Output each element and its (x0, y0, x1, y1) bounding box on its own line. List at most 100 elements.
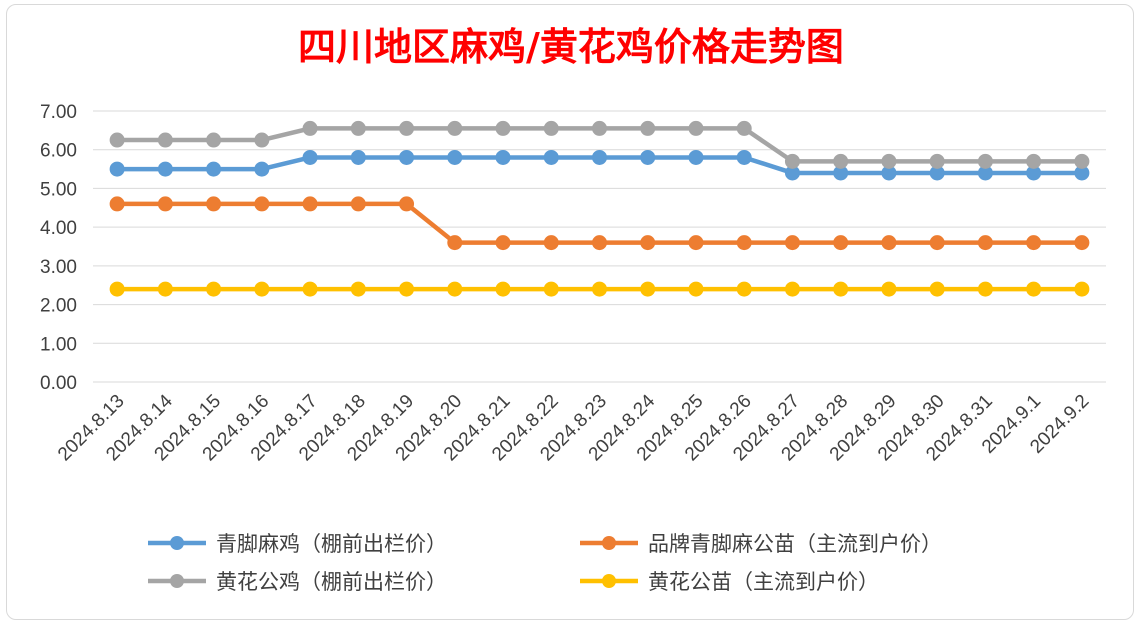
data-point (157, 161, 173, 177)
legend-label: 品牌青脚麻公苗（主流到户价） (648, 532, 942, 556)
data-point (254, 161, 270, 177)
data-point (109, 132, 125, 148)
data-point (784, 153, 800, 169)
data-point (688, 281, 704, 297)
data-point (833, 281, 849, 297)
y-tick-label: 0.00 (40, 373, 77, 394)
data-point (543, 281, 559, 297)
legend-item: 青脚麻鸡（棚前出栏价） (148, 532, 447, 556)
data-point (592, 281, 607, 297)
y-tick-label: 2.00 (40, 296, 77, 317)
legend-label: 黄花公苗（主流到户价） (648, 570, 879, 594)
data-point (736, 281, 752, 297)
data-point (447, 281, 463, 297)
legend-item: 黄花公鸡（棚前出栏价） (148, 570, 447, 594)
x-axis-ticks: 2024.8.132024.8.142024.8.152024.8.162024… (54, 390, 1093, 465)
data-point (736, 235, 752, 251)
chart-title: 四川地区麻鸡/黄花鸡价格走势图 (298, 24, 844, 69)
data-point (350, 149, 366, 165)
data-point (495, 120, 511, 136)
data-point (1074, 235, 1090, 251)
data-point (784, 281, 800, 297)
data-point (447, 120, 463, 136)
data-point (688, 120, 704, 136)
data-point (881, 153, 897, 169)
data-point (447, 149, 463, 165)
data-point (592, 149, 607, 165)
data-point (447, 235, 463, 251)
y-tick-label: 5.00 (40, 179, 77, 200)
legend-item: 黄花公苗（主流到户价） (580, 570, 879, 594)
gridlines (93, 110, 1106, 383)
data-point (929, 281, 945, 297)
data-point (109, 281, 125, 297)
data-point (688, 149, 704, 165)
data-point (1026, 235, 1042, 251)
data-point (399, 281, 415, 297)
data-point (399, 149, 415, 165)
data-point (157, 196, 173, 212)
data-point (157, 281, 173, 297)
data-point (399, 120, 415, 136)
data-point (736, 149, 752, 165)
data-point (495, 235, 511, 251)
data-point (929, 153, 945, 169)
data-point (206, 281, 222, 297)
chart-frame (6, 4, 1134, 620)
series-layer (109, 120, 1090, 297)
series-3 (109, 120, 1090, 169)
y-tick-label: 3.00 (40, 257, 77, 278)
data-point (254, 132, 270, 148)
data-point (302, 149, 318, 165)
data-point (881, 235, 897, 251)
data-point (929, 235, 945, 251)
series-2 (109, 196, 1090, 251)
legend-item: 品牌青脚麻公苗（主流到户价） (580, 532, 942, 556)
data-point (592, 120, 607, 136)
data-point (1026, 153, 1042, 169)
data-point (736, 120, 752, 136)
data-point (109, 161, 125, 177)
data-point (977, 281, 993, 297)
data-point (688, 235, 704, 251)
legend-label: 青脚麻鸡（棚前出栏价） (216, 532, 447, 556)
data-point (1074, 153, 1090, 169)
y-tick-label: 1.00 (40, 334, 77, 355)
legend-marker (170, 574, 184, 588)
data-point (399, 196, 415, 212)
data-point (592, 235, 607, 251)
data-point (350, 120, 366, 136)
data-point (543, 120, 559, 136)
y-axis-ticks: 0.00 1.00 2.00 3.00 4.00 5.00 6.00 7.00 (40, 102, 77, 394)
legend-marker (602, 574, 616, 588)
data-point (157, 132, 173, 148)
data-point (977, 235, 993, 251)
y-tick-label: 4.00 (40, 218, 77, 239)
legend: 青脚麻鸡（棚前出栏价） 品牌青脚麻公苗（主流到户价） 黄花公鸡（棚前出栏价） 黄花公苗… (148, 532, 942, 594)
series-4 (109, 281, 1090, 297)
data-point (977, 153, 993, 169)
data-point (640, 235, 656, 251)
data-point (543, 149, 559, 165)
data-point (350, 196, 366, 212)
data-point (1026, 281, 1042, 297)
data-point (495, 149, 511, 165)
y-tick-label: 6.00 (40, 141, 77, 162)
data-point (302, 281, 318, 297)
data-point (833, 153, 849, 169)
data-point (254, 196, 270, 212)
legend-marker (602, 536, 616, 550)
y-tick-label: 7.00 (40, 102, 77, 123)
data-point (640, 281, 656, 297)
data-point (640, 120, 656, 136)
data-point (881, 281, 897, 297)
legend-label: 黄花公鸡（棚前出栏价） (216, 570, 447, 594)
data-point (350, 281, 366, 297)
data-point (254, 281, 270, 297)
data-point (206, 161, 222, 177)
data-point (206, 132, 222, 148)
data-point (495, 281, 511, 297)
series-1 (109, 149, 1090, 181)
data-point (1074, 281, 1090, 297)
